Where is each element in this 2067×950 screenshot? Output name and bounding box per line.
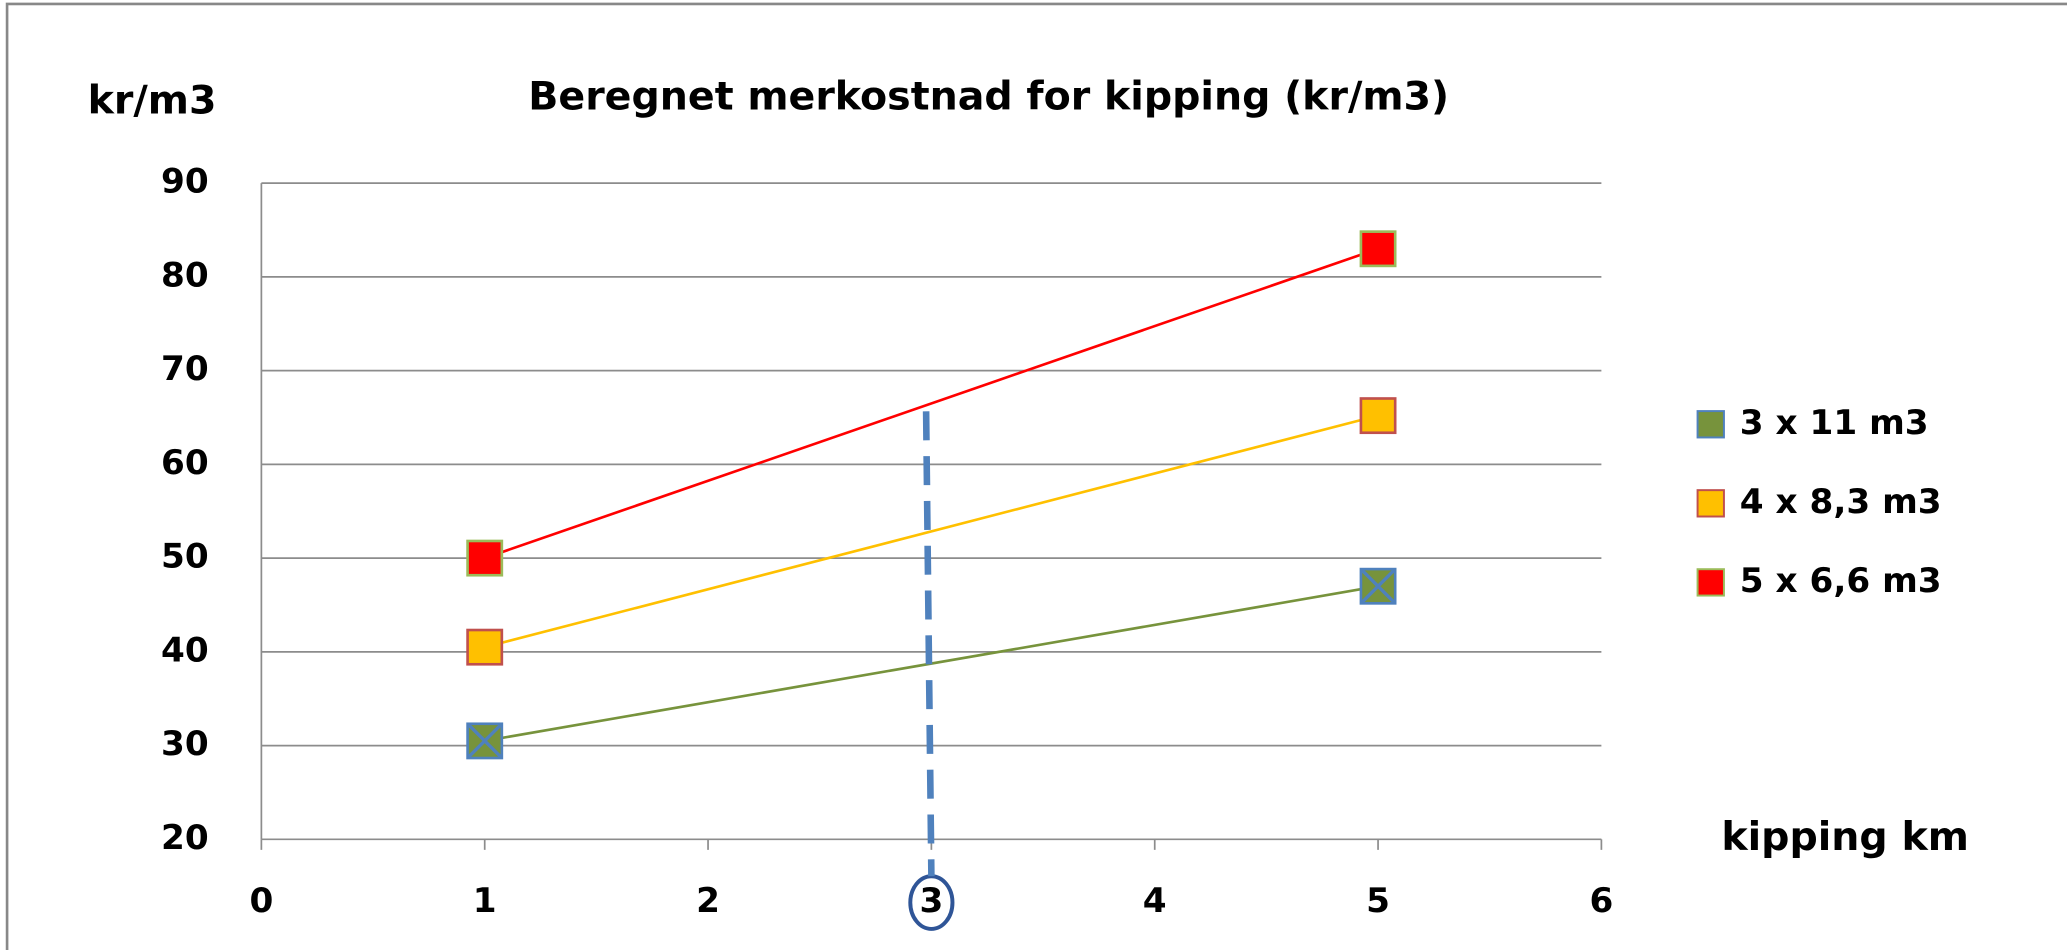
marker xyxy=(1359,230,1397,268)
marker-cross xyxy=(467,723,502,758)
marker xyxy=(466,628,504,666)
legend-label: 4 x 8,3 m3 xyxy=(1740,482,1942,522)
series-line xyxy=(484,247,1379,560)
y-tick-label: 30 xyxy=(161,724,209,764)
x-tick-label: 3 xyxy=(919,881,943,921)
x-tick-label: 2 xyxy=(696,881,720,921)
y-tick-label: 90 xyxy=(161,162,209,202)
marker xyxy=(1359,397,1397,435)
reference-line xyxy=(922,411,935,877)
legend-label: 5 x 6,6 m3 xyxy=(1740,561,1942,601)
marker-cross xyxy=(1361,569,1396,604)
y-tick-label: 70 xyxy=(161,349,209,389)
series-line xyxy=(484,414,1379,649)
x-tick-label: 5 xyxy=(1366,881,1390,921)
legend-label: 3 x 11 m3 xyxy=(1740,403,1929,443)
y-tick-label: 50 xyxy=(161,537,209,577)
legend-swatch xyxy=(1696,489,1725,518)
y-tick-label: 60 xyxy=(161,443,209,483)
y-tick-label: 80 xyxy=(161,255,209,295)
x-tick-label: 0 xyxy=(249,881,273,921)
legend-swatch xyxy=(1696,410,1725,439)
y-tick-label: 40 xyxy=(161,630,209,670)
y-axis-label: kr/m3 xyxy=(88,77,217,123)
y-tick-label: 20 xyxy=(161,818,209,858)
x-tick-label: 1 xyxy=(473,881,497,921)
x-axis-label: kipping km xyxy=(1721,814,1969,860)
marker xyxy=(466,539,504,577)
chart-title: Beregnet merkostnad for kipping (kr/m3) xyxy=(528,73,1449,119)
x-tick-label: 4 xyxy=(1143,881,1167,921)
x-tick-label: 6 xyxy=(1589,881,1613,921)
frame xyxy=(5,2,2067,950)
legend-swatch xyxy=(1696,568,1725,597)
